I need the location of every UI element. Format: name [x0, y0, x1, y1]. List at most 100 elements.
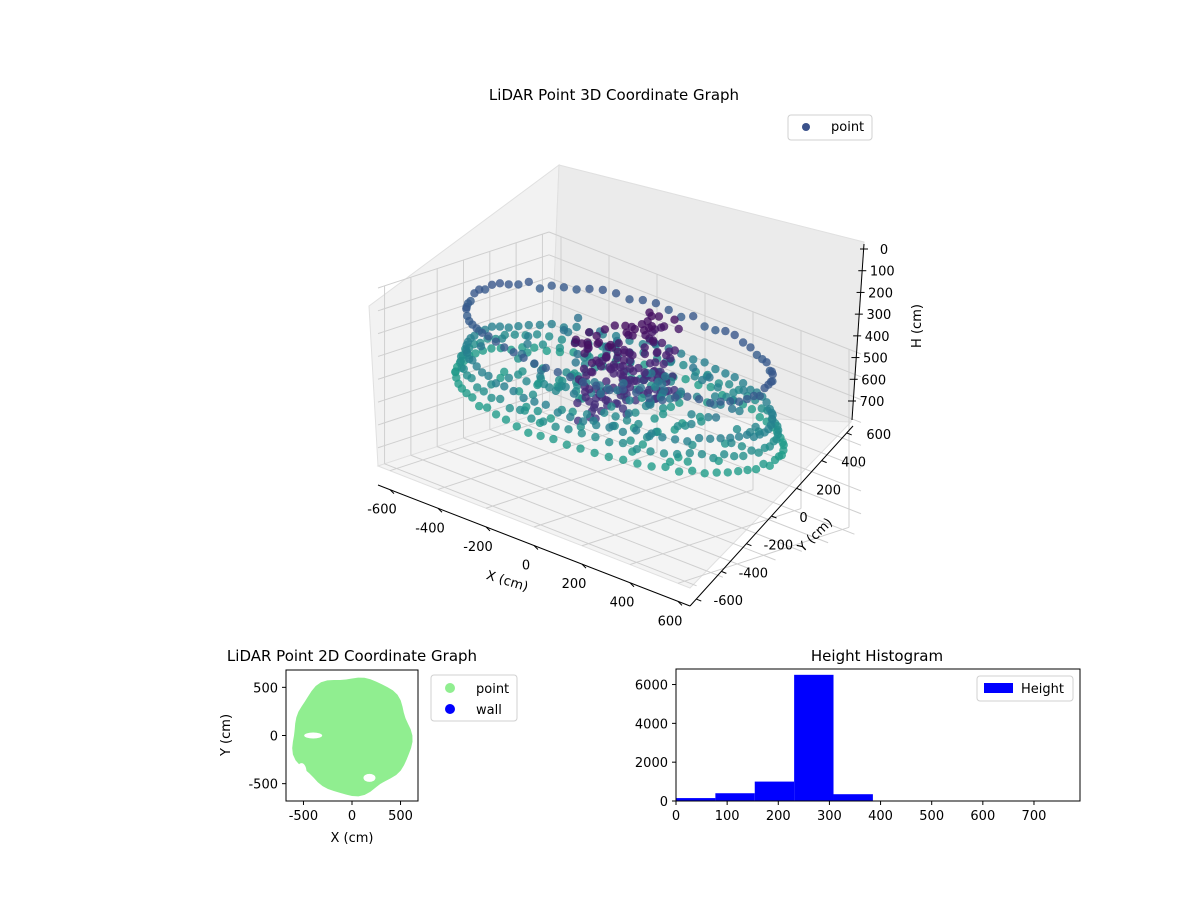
scatter-point: [456, 356, 465, 366]
scatter-point: [658, 396, 667, 405]
legend-hist-box: [976, 675, 1074, 702]
scatter-point: [625, 396, 634, 405]
scatter-point: [666, 402, 676, 412]
scatter-point: [694, 395, 704, 404]
scatter-point: [573, 313, 583, 323]
scatter-point: [674, 467, 684, 476]
scatter-point: [730, 330, 739, 340]
x-tick-label-hist: 0: [672, 809, 680, 824]
x-tick-3d: [581, 563, 587, 569]
scatter-point: [613, 353, 622, 363]
x-tick-label-hist: 700: [1022, 809, 1047, 824]
x-tick-label-3d: -600: [367, 503, 397, 518]
legend-hist: Height: [976, 675, 1074, 702]
scatter-point: [755, 413, 764, 422]
scatter-point: [514, 370, 523, 379]
gap: [363, 773, 376, 782]
legend-3d-box: [787, 114, 873, 141]
grid-line: [463, 437, 776, 561]
scatter-point: [533, 406, 542, 416]
x-tick-label-hist: 500: [919, 809, 944, 824]
scatter-point: [509, 348, 518, 357]
scatter-point: [491, 410, 501, 419]
y-tick-3d: [846, 432, 852, 436]
y-tick-label-2d: 0: [270, 730, 278, 745]
y-tick-label-hist: 0: [660, 795, 668, 810]
scatter-point: [524, 320, 533, 330]
gap: [304, 732, 323, 739]
scatter-point: [614, 339, 623, 348]
scatter-point: [542, 346, 551, 356]
scatter-point: [632, 445, 641, 454]
scatter-point: [730, 452, 739, 461]
grid-line: [377, 391, 550, 449]
scatter-point: [590, 400, 599, 409]
scatter-point: [632, 388, 641, 397]
scatter-point: [524, 428, 533, 437]
scatter-point: [467, 374, 476, 383]
legend-2d-marker-wall: [445, 704, 455, 714]
scatter-point: [559, 283, 569, 292]
z-tick-label-3d: 400: [865, 330, 890, 345]
scatter-point: [694, 433, 704, 443]
scatter-point: [687, 410, 696, 419]
chart-3d-title: LiDAR Point 3D Coordinate Graph: [489, 86, 739, 104]
scatter-point: [596, 362, 606, 371]
scatter-point: [743, 465, 752, 475]
scatter-point: [679, 360, 688, 370]
scatter-point: [606, 365, 616, 374]
scatter-point: [572, 285, 581, 294]
scatter-point: [516, 405, 525, 415]
scatter-point: [747, 405, 757, 414]
scatter-point: [487, 393, 496, 403]
scatter-point: [582, 410, 592, 419]
scatter-point: [721, 369, 730, 378]
scatter-point: [584, 328, 594, 337]
scatter-point: [739, 451, 748, 461]
scatter-point: [626, 436, 635, 445]
scatter-point: [573, 398, 582, 408]
scatter-point: [620, 348, 629, 357]
scatter-point: [578, 417, 588, 426]
scatter-point: [505, 404, 514, 413]
scatter-point: [605, 438, 614, 447]
scatter-point: [551, 386, 561, 396]
x-tick-label-hist: 200: [766, 809, 791, 824]
x-tick-label-hist: 600: [970, 809, 995, 824]
x-tick-label-3d: -400: [415, 521, 445, 536]
scatter-point: [577, 339, 586, 348]
x-tick-label-hist: 100: [715, 809, 740, 824]
scatter-point: [732, 425, 742, 434]
scatter-point: [561, 382, 570, 392]
scatter-point: [685, 448, 694, 458]
scatter-point: [660, 386, 669, 395]
scatter-point: [619, 379, 628, 388]
scatter-point: [524, 332, 533, 341]
scatter-point: [700, 358, 709, 367]
scatter-point: [607, 402, 616, 411]
scatter-point: [700, 469, 709, 478]
scatter-point: [585, 284, 594, 294]
scatter-point: [495, 279, 505, 288]
scatter-point: [720, 450, 729, 459]
scatter-point: [735, 406, 744, 416]
x-tick-label-2d: -500: [289, 809, 319, 824]
scatter-point: [711, 364, 720, 374]
scatter-point: [476, 342, 486, 351]
scatter-point: [587, 358, 597, 368]
scatter-point: [629, 376, 639, 386]
scatter-point: [487, 280, 497, 289]
scatter-point: [500, 343, 509, 352]
y-tick-label-2d: 500: [253, 681, 278, 696]
scatter-point: [497, 334, 507, 343]
scatter-point: [504, 323, 513, 332]
scatter-point: [613, 347, 622, 357]
scatter-point: [470, 289, 479, 298]
ticks-3d: -600-400-2000200400600-600-400-200020040…: [367, 243, 894, 629]
scatter-point: [559, 326, 569, 335]
scatter-point: [496, 394, 505, 404]
scatter-point: [659, 322, 669, 331]
scatter-point: [532, 330, 542, 339]
scatter-point: [569, 389, 579, 398]
